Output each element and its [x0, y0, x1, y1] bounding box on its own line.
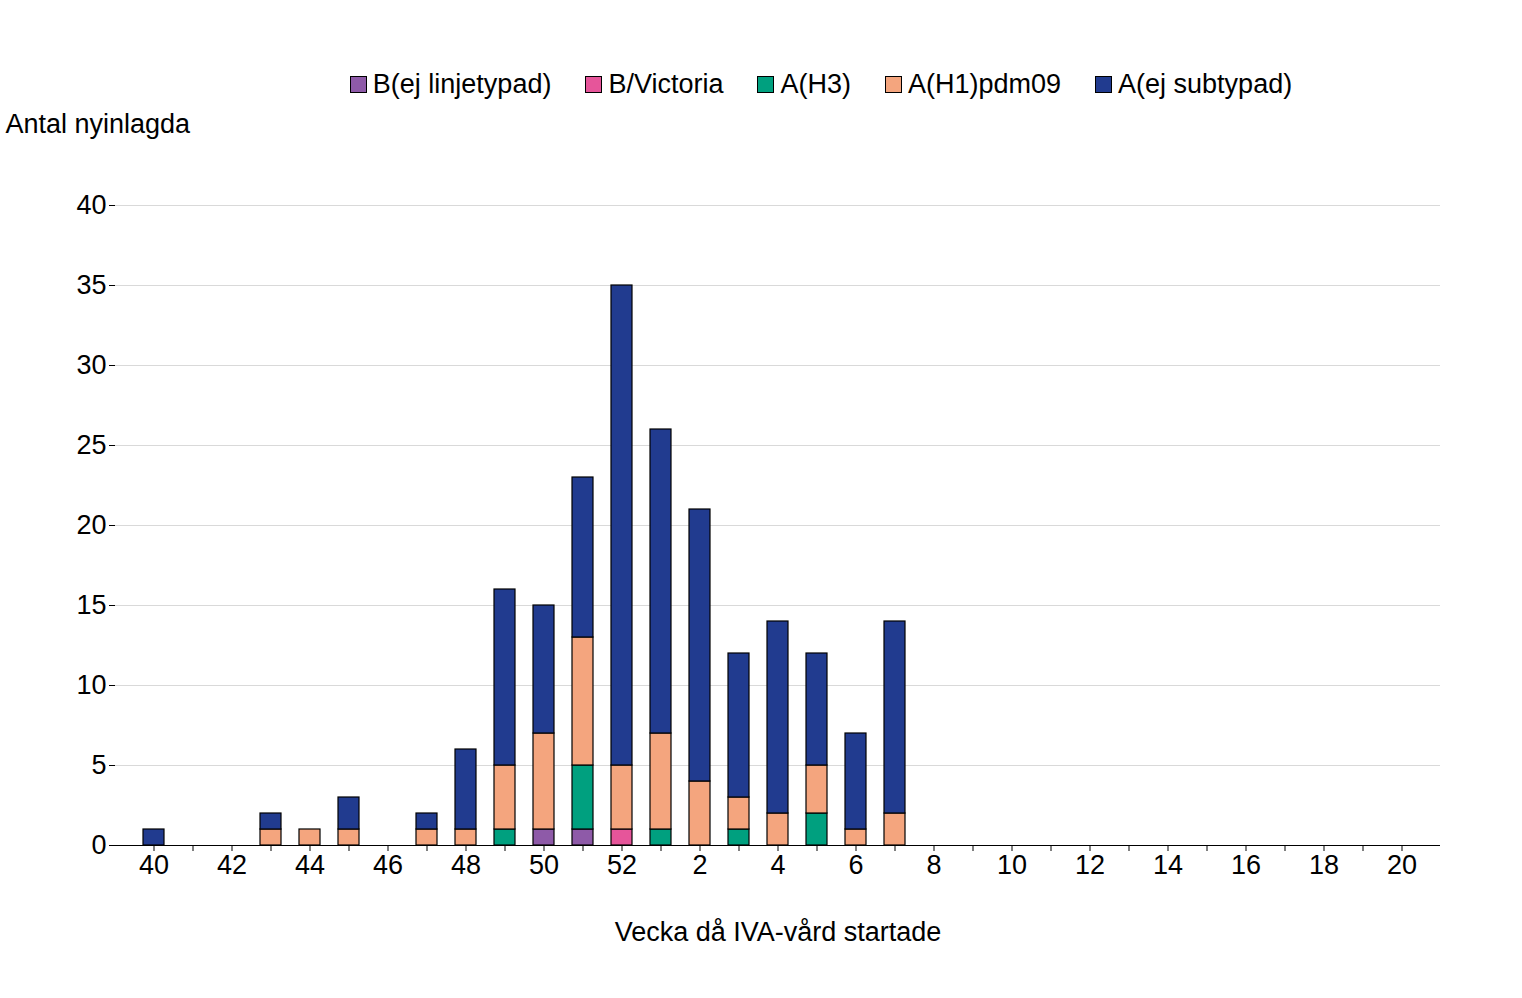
- svg-text:14: 14: [1153, 850, 1183, 880]
- svg-text:20: 20: [1387, 850, 1417, 880]
- svg-text:40: 40: [76, 190, 106, 220]
- svg-text:25: 25: [76, 430, 106, 460]
- svg-text:50: 50: [529, 850, 559, 880]
- svg-text:6: 6: [848, 850, 863, 880]
- svg-text:52: 52: [607, 850, 637, 880]
- html-text:B/Victoria: B/Victoria: [608, 68, 724, 99]
- svg-text:46: 46: [373, 850, 403, 880]
- svg-text:20: 20: [76, 510, 106, 540]
- html-text:A(H1)pdm09: A(H1)pdm09: [908, 68, 1062, 99]
- svg-text:35: 35: [76, 270, 106, 300]
- svg-text:2: 2: [692, 850, 707, 880]
- svg-text:Vecka då IVA-vård startade: Vecka då IVA-vård startade: [615, 917, 942, 947]
- svg-text:18: 18: [1309, 850, 1339, 880]
- svg-text:42: 42: [217, 850, 247, 880]
- svg-text:16: 16: [1231, 850, 1261, 880]
- svg-text:30: 30: [76, 350, 106, 380]
- svg-text:12: 12: [1075, 850, 1105, 880]
- html-text:A(H3): A(H3): [780, 68, 851, 99]
- svg-text:4: 4: [770, 850, 785, 880]
- svg-text:5: 5: [91, 750, 106, 780]
- svg-text:44: 44: [295, 850, 325, 880]
- svg-text:40: 40: [139, 850, 169, 880]
- html-text:A(ej subtypad): A(ej subtypad): [1118, 68, 1293, 99]
- html-text:B(ej linjetypad): B(ej linjetypad): [372, 68, 552, 99]
- svg-text:10: 10: [76, 670, 106, 700]
- svg-text:8: 8: [926, 850, 941, 880]
- svg-text:10: 10: [997, 850, 1027, 880]
- svg-text:0: 0: [91, 830, 106, 860]
- svg-text:48: 48: [451, 850, 481, 880]
- svg-text:15: 15: [76, 590, 106, 620]
- svg-text:Antal nyinlagda: Antal nyinlagda: [6, 110, 192, 139]
